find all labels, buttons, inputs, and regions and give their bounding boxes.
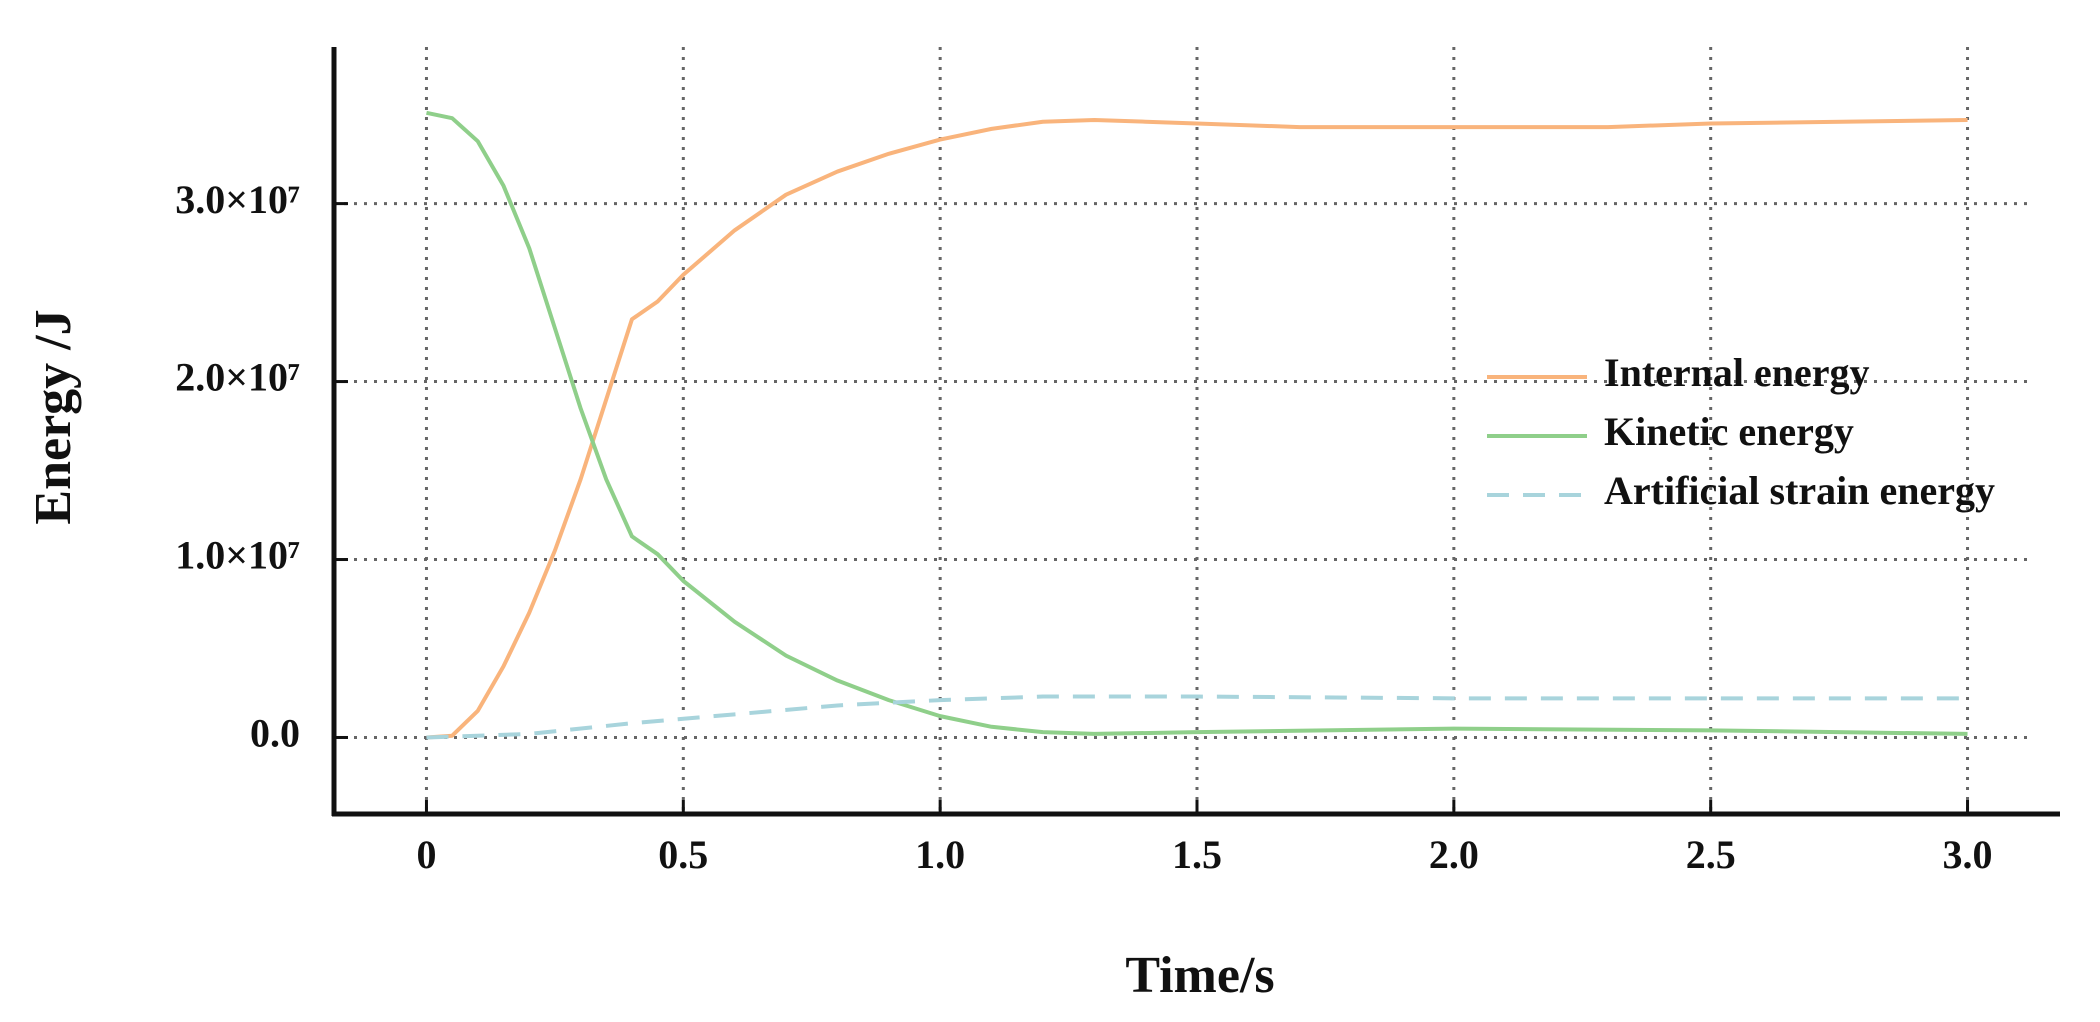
x-tick-label: 3.0	[1943, 832, 1993, 877]
x-tick-label: 1.5	[1172, 832, 1222, 877]
x-tick-label: 2.0	[1429, 832, 1479, 877]
y-tick-label: 1.0×10⁷	[175, 533, 300, 578]
y-axis-title: Energy /J	[25, 309, 82, 524]
series-line	[426, 117, 1968, 740]
legend-label: Artificial strain energy	[1604, 468, 1995, 513]
x-tick-label: 0.5	[658, 832, 708, 877]
y-tick-label: 3.0×10⁷	[175, 177, 300, 222]
x-tick-label: 2.5	[1686, 832, 1736, 877]
x-tick-label: 0	[416, 832, 436, 877]
x-tick-label: 1.0	[915, 832, 965, 877]
y-tick-label: 0.0	[250, 711, 300, 756]
y-tick-label: 2.0×10⁷	[175, 355, 300, 400]
legend-label: Internal energy	[1604, 350, 1870, 395]
series-line	[426, 110, 1968, 736]
series-line	[426, 694, 1968, 740]
legend-label: Kinetic energy	[1604, 409, 1854, 454]
x-axis-title: Time/s	[1125, 947, 1274, 1004]
